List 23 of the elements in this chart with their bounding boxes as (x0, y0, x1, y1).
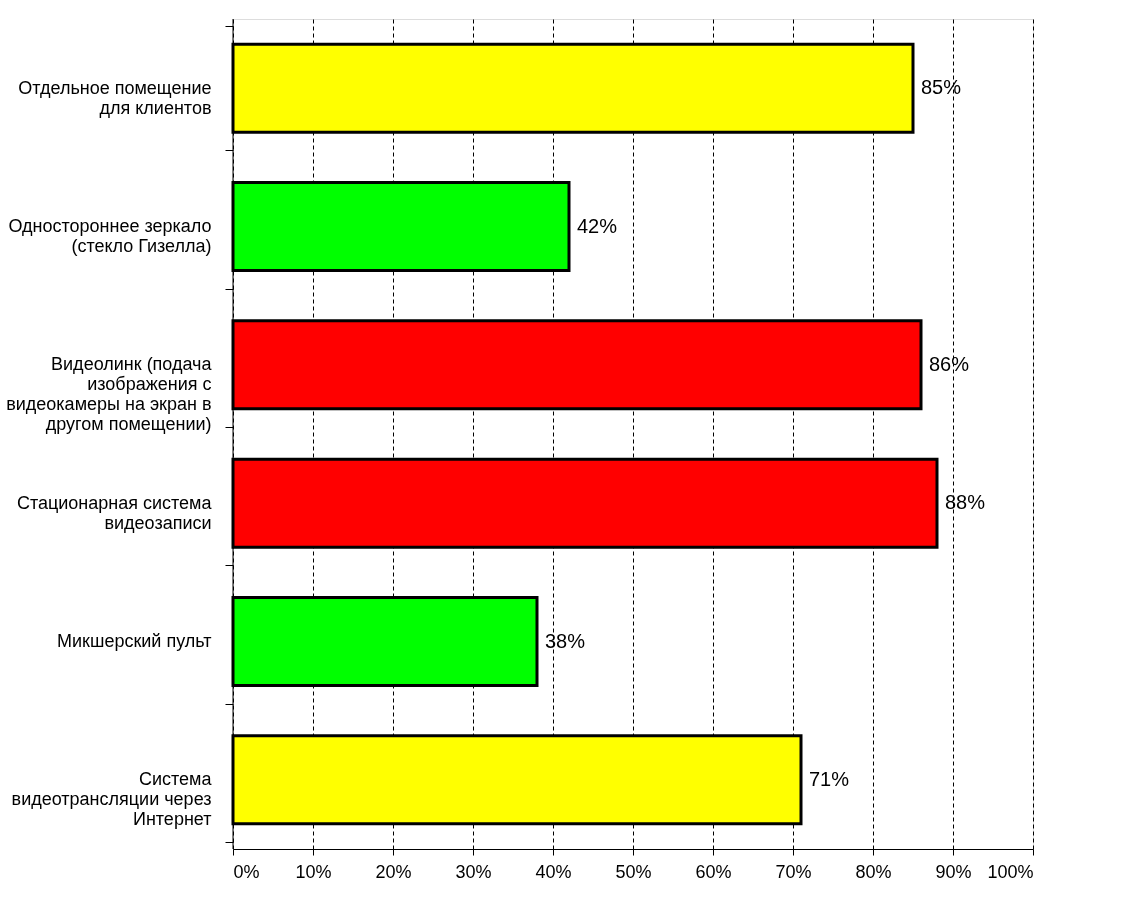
data-label: 86% (929, 352, 970, 375)
x-tick-label: 80% (855, 861, 892, 882)
y-tick-label: Система видеотрансляции через Интернет (11, 769, 213, 830)
y-tick-label: Видеолинк (подача изображения с видеокамеры на экран в другом помещении) (6, 354, 213, 435)
x-tick-label: 60% (695, 861, 732, 882)
x-tick-label: 100% (987, 861, 1034, 882)
x-tick-label: 0% (233, 861, 260, 882)
x-tick-label: 40% (535, 861, 572, 882)
x-tick-label: 70% (775, 861, 812, 882)
y-tick-label: Отдельное помещение для клиентов (18, 77, 212, 118)
x-tick-label: 50% (615, 861, 652, 882)
x-tick-label: 10% (295, 861, 332, 882)
x-tick-label: 90% (935, 861, 972, 882)
y-tick-label: Одностороннее зеркало (стекло Гизелла) (8, 216, 212, 256)
data-label: 85% (921, 76, 962, 99)
y-tick-label: Микшерский пульт (57, 631, 212, 651)
data-label: 71% (809, 767, 850, 790)
y-tick-label: Стационарная система видеозаписи (16, 492, 213, 533)
data-label: 88% (945, 491, 986, 514)
x-tick-label: 20% (375, 861, 412, 882)
data-label: 38% (545, 629, 586, 652)
data-label: 42% (577, 214, 618, 237)
x-tick-label: 30% (455, 861, 492, 882)
